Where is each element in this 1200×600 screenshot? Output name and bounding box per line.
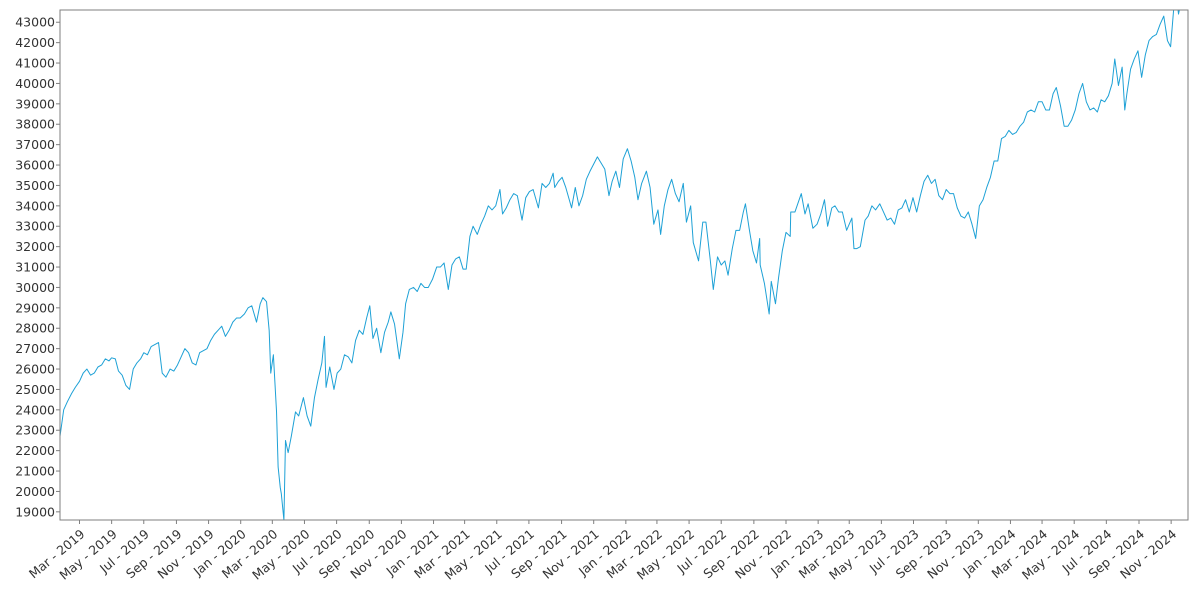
y-tick-label: 41000: [15, 56, 55, 71]
y-tick-label: 27000: [15, 341, 55, 356]
y-tick-label: 25000: [15, 382, 55, 397]
y-tick-label: 42000: [15, 35, 55, 50]
y-tick-label: 40000: [15, 76, 55, 91]
y-tick-label: 34000: [15, 198, 55, 213]
y-tick-label: 43000: [15, 15, 55, 30]
y-tick-label: 23000: [15, 423, 55, 438]
y-axis: 19000 20000 21000 22000 23000 24000 25000 26000…: [15, 15, 60, 519]
y-tick-label: 38000: [15, 117, 55, 132]
y-tick-label: 33000: [15, 219, 55, 234]
y-tick-label: 29000: [15, 300, 55, 315]
y-tick-label: 21000: [15, 464, 55, 479]
y-tick-label: 22000: [15, 443, 55, 458]
y-tick-label: 35000: [15, 178, 55, 193]
plot-frame: [59, 9, 1189, 521]
y-tick-label: 31000: [15, 260, 55, 275]
y-tick-label: 24000: [15, 402, 55, 417]
y-tick-label: 32000: [15, 239, 55, 254]
y-tick-label: 20000: [15, 484, 55, 499]
y-tick-label: 28000: [15, 321, 55, 336]
y-tick-label: 37000: [15, 137, 55, 152]
y-tick-label: 39000: [15, 96, 55, 111]
y-tick-label: 36000: [15, 158, 55, 173]
y-tick-label: 19000: [15, 504, 55, 519]
series-line: [60, 10, 1180, 520]
y-tick-label: 26000: [15, 362, 55, 377]
plot-background: [60, 10, 1188, 520]
y-tick-label: 30000: [15, 280, 55, 295]
